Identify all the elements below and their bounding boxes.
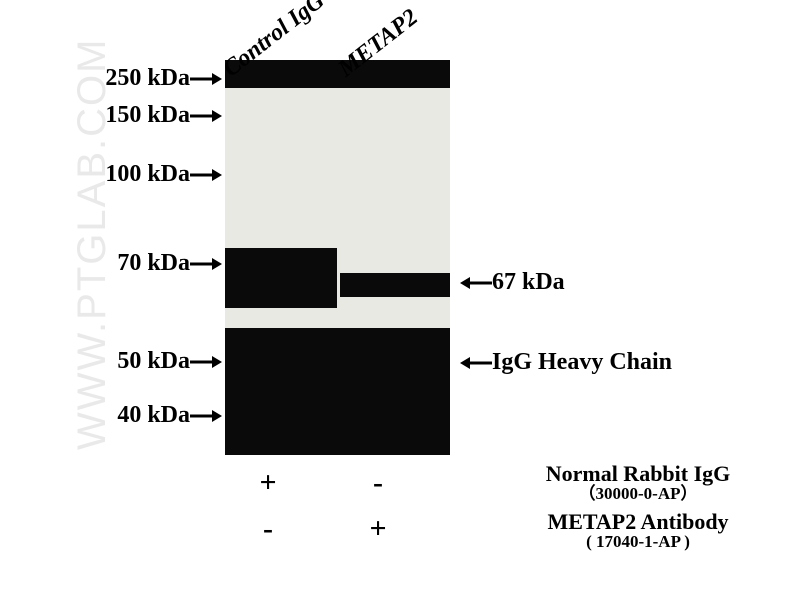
plus-minus-cell: - [253, 512, 283, 546]
legend-sub: （30000-0-AP） [488, 485, 788, 503]
right-marker-text: IgG Heavy Chain [492, 349, 672, 375]
legend-sub: ( 17040-1-AP ) [488, 533, 788, 551]
mw-marker-text: 50 kDa [117, 348, 190, 374]
right-marker-text: 67 kDa [492, 269, 565, 295]
plus-minus-cell: - [363, 466, 393, 500]
legend-main: METAP2 Antibody [488, 510, 788, 533]
figure-root: WWW.PTGLAB.COM Control IgGMETAP2 250 kDa… [0, 0, 800, 600]
blot-band [225, 328, 450, 455]
mw-marker-text: 150 kDa [105, 102, 190, 128]
blot-membrane [225, 60, 450, 455]
legend-main: Normal Rabbit IgG [488, 462, 788, 485]
right-marker: IgG Heavy Chain [460, 349, 672, 376]
blot-band [340, 273, 450, 297]
plus-minus-cell: + [253, 466, 283, 500]
mw-marker-text: 40 kDa [117, 402, 190, 428]
mw-marker: 50 kDa [117, 348, 222, 375]
right-marker: 67 kDa [460, 269, 565, 296]
antibody-legend-item: Normal Rabbit IgG（30000-0-AP） [488, 462, 788, 503]
mw-marker: 40 kDa [117, 402, 222, 429]
antibody-legend-item: METAP2 Antibody( 17040-1-AP ) [488, 510, 788, 551]
mw-marker: 150 kDa [105, 102, 222, 129]
watermark-text: WWW.PTGLAB.COM [70, 38, 115, 450]
blot-band [225, 248, 337, 308]
mw-marker-text: 250 kDa [105, 65, 190, 91]
mw-marker: 250 kDa [105, 65, 222, 92]
mw-marker: 70 kDa [117, 250, 222, 277]
mw-marker-text: 100 kDa [105, 161, 190, 187]
mw-marker: 100 kDa [105, 161, 222, 188]
mw-marker-text: 70 kDa [117, 250, 190, 276]
plus-minus-cell: + [363, 512, 393, 546]
